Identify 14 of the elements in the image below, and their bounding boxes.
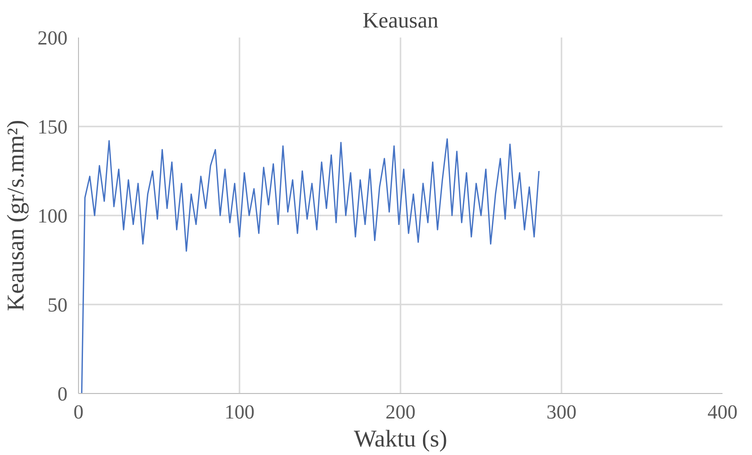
chart-title: Keausan (362, 8, 438, 32)
y-tick-label: 150 (38, 116, 68, 138)
x-tick-label: 300 (546, 402, 576, 424)
x-tick-label: 0 (74, 402, 84, 424)
x-tick-label: 200 (386, 402, 416, 424)
y-tick-label: 50 (48, 294, 68, 316)
y-axis-title: Keausan (gr/s.mm²) (4, 120, 30, 312)
y-tick-label: 200 (38, 28, 68, 50)
x-tick-label: 100 (224, 402, 254, 424)
line-series (81, 138, 540, 394)
y-tick-label: 100 (38, 206, 68, 228)
y-tick-label: 0 (58, 384, 68, 406)
x-tick-label: 400 (708, 402, 738, 424)
x-axis-title: Waktu (s) (354, 426, 448, 452)
